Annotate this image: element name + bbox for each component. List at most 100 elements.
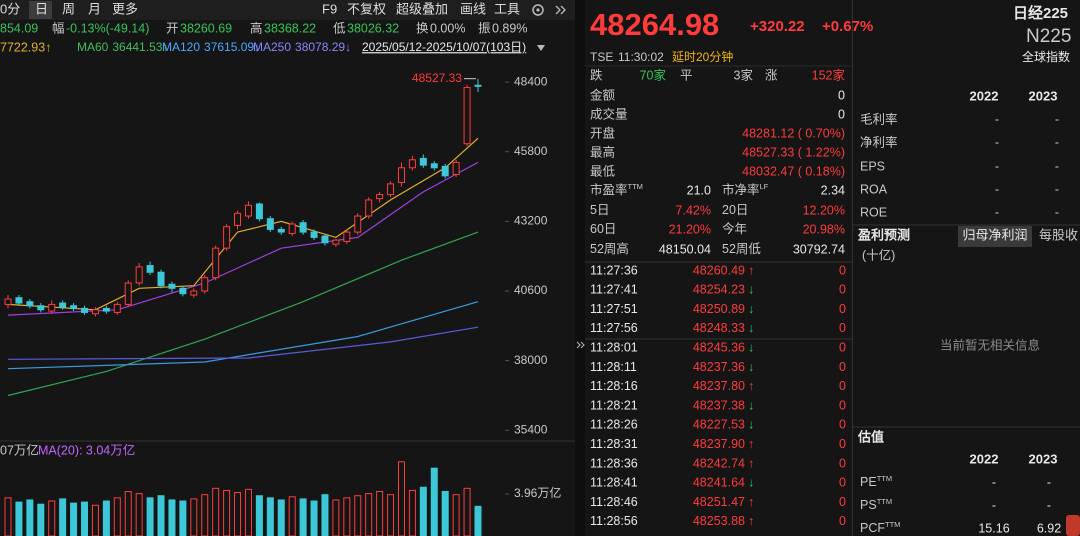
tick-volume: 0 bbox=[839, 437, 846, 451]
metric-value: 6.92 bbox=[1037, 521, 1061, 535]
volume-bar bbox=[81, 501, 89, 536]
volume-bar bbox=[430, 467, 438, 536]
quote-value: 21.0 bbox=[687, 183, 711, 197]
ma-legend-value: 38078.29↓ bbox=[295, 40, 351, 54]
candle-body bbox=[113, 303, 121, 313]
y-tick-label: 48400 bbox=[514, 74, 548, 88]
volume-bar bbox=[452, 494, 460, 536]
volume-bar bbox=[343, 497, 351, 536]
breadth-label: 跌 bbox=[590, 67, 603, 82]
volume-bar bbox=[397, 461, 405, 536]
corner-badge[interactable] bbox=[1066, 515, 1080, 536]
forecast-tab[interactable]: 每股收 bbox=[1039, 227, 1078, 242]
quote-label: 20日 bbox=[722, 203, 748, 217]
metric-value: - bbox=[1055, 205, 1059, 219]
tool-button[interactable]: 超级叠加 bbox=[396, 1, 448, 16]
tick-price: 48254.23 bbox=[693, 283, 745, 297]
expand-icon[interactable] bbox=[555, 5, 561, 15]
metric-label-sup: TTM bbox=[885, 520, 900, 529]
quote-label-main: 60日 bbox=[590, 222, 616, 236]
ma-line bbox=[7, 301, 479, 370]
gear-icon[interactable] bbox=[532, 4, 544, 16]
metric-label-main: PS bbox=[860, 498, 877, 512]
candle-body bbox=[321, 235, 329, 244]
volume-bar bbox=[408, 489, 416, 536]
tool-button[interactable]: F9 bbox=[322, 1, 337, 16]
tick-time: 11:28:31 bbox=[590, 437, 638, 451]
tick-price: 48242.74 bbox=[693, 456, 745, 470]
stat-label: 振 bbox=[478, 21, 491, 35]
tick-volume: 0 bbox=[839, 418, 846, 432]
candle-body bbox=[102, 307, 110, 312]
last-price: 48264.98 bbox=[590, 7, 719, 42]
tick-price: 48250.89 bbox=[693, 302, 745, 316]
tool-button[interactable]: 不复权 bbox=[347, 1, 386, 16]
tool-button[interactable]: 工具 bbox=[494, 1, 520, 16]
volume-bar bbox=[212, 487, 220, 536]
forecast-tab[interactable]: 归母净利润 bbox=[962, 227, 1027, 242]
section-title: 盈利预测 bbox=[857, 227, 910, 242]
ma-legend-name: MA60 bbox=[77, 40, 109, 54]
quote-value: 0 bbox=[838, 107, 845, 121]
y-tick-label: 40600 bbox=[514, 283, 548, 297]
tick-volume: 0 bbox=[839, 514, 846, 528]
candle-body bbox=[48, 303, 56, 312]
quote-value: 21.20% bbox=[669, 222, 711, 236]
volume-bar bbox=[332, 499, 340, 536]
stat-value: 38368.22 bbox=[264, 21, 316, 35]
tick-arrow: ↑ bbox=[748, 514, 754, 528]
tick-time: 11:28:16 bbox=[590, 379, 638, 393]
tick-time: 11:27:36 bbox=[590, 263, 638, 277]
candle-body bbox=[266, 218, 274, 230]
period-button[interactable]: 0分 bbox=[0, 1, 20, 16]
period-button[interactable]: 日 bbox=[35, 1, 48, 16]
quote-value: 0 bbox=[838, 88, 845, 102]
candle-body bbox=[255, 203, 263, 220]
stat-label: 换 bbox=[416, 21, 429, 35]
empty-note: 当前暂无相关信息 bbox=[940, 337, 1040, 352]
metric-label: EPS bbox=[860, 159, 885, 173]
max-annotation: 48527.33 bbox=[412, 71, 462, 85]
exchange: TSE bbox=[590, 50, 613, 64]
range-dropdown[interactable] bbox=[537, 45, 545, 51]
stat-value: 0.00% bbox=[430, 21, 465, 35]
tick-volume: 0 bbox=[839, 398, 846, 412]
metric-value: - bbox=[1055, 135, 1059, 149]
candle-body bbox=[70, 305, 78, 309]
y-tick-label: 43200 bbox=[514, 214, 548, 228]
volume-bar bbox=[441, 490, 449, 536]
index-code: N225 bbox=[1026, 26, 1071, 47]
tool-button[interactable]: 画线 bbox=[460, 1, 486, 16]
stat-value: 38260.69 bbox=[180, 21, 232, 35]
candle-body bbox=[474, 84, 482, 87]
volume-bar bbox=[244, 488, 252, 536]
ma-line bbox=[7, 231, 479, 397]
tick-price: 48237.80 bbox=[693, 379, 745, 393]
quote-label: 成交量 bbox=[590, 106, 628, 121]
tick-time: 11:28:36 bbox=[590, 456, 638, 470]
period-button[interactable]: 月 bbox=[88, 1, 101, 16]
splitter[interactable] bbox=[575, 0, 585, 536]
tick-time: 11:28:26 bbox=[590, 418, 638, 432]
volume-bar bbox=[463, 487, 471, 536]
tick-arrow: ↓ bbox=[748, 398, 754, 412]
toolbar-bg bbox=[0, 0, 575, 20]
period-button[interactable]: 更多 bbox=[112, 1, 138, 16]
date-range[interactable]: 2025/05/12-2025/10/07(103日) bbox=[362, 40, 526, 54]
metric-label: 毛利率 bbox=[860, 111, 898, 126]
metric-value: 15.16 bbox=[978, 521, 1009, 535]
year-header: 2023 bbox=[1029, 88, 1058, 103]
volume-bar bbox=[474, 505, 482, 536]
tick-price: 48227.53 bbox=[693, 418, 745, 432]
tick-price: 48251.47 bbox=[693, 495, 745, 509]
volume-bar bbox=[157, 495, 165, 536]
quote-label: 最低 bbox=[590, 164, 616, 178]
volume-bar bbox=[135, 493, 143, 536]
stat-label: 幅 bbox=[52, 20, 65, 35]
candle-body bbox=[441, 165, 449, 177]
volume-bar bbox=[59, 498, 67, 536]
period-button[interactable]: 周 bbox=[62, 1, 75, 16]
metric-value: - bbox=[992, 475, 996, 489]
